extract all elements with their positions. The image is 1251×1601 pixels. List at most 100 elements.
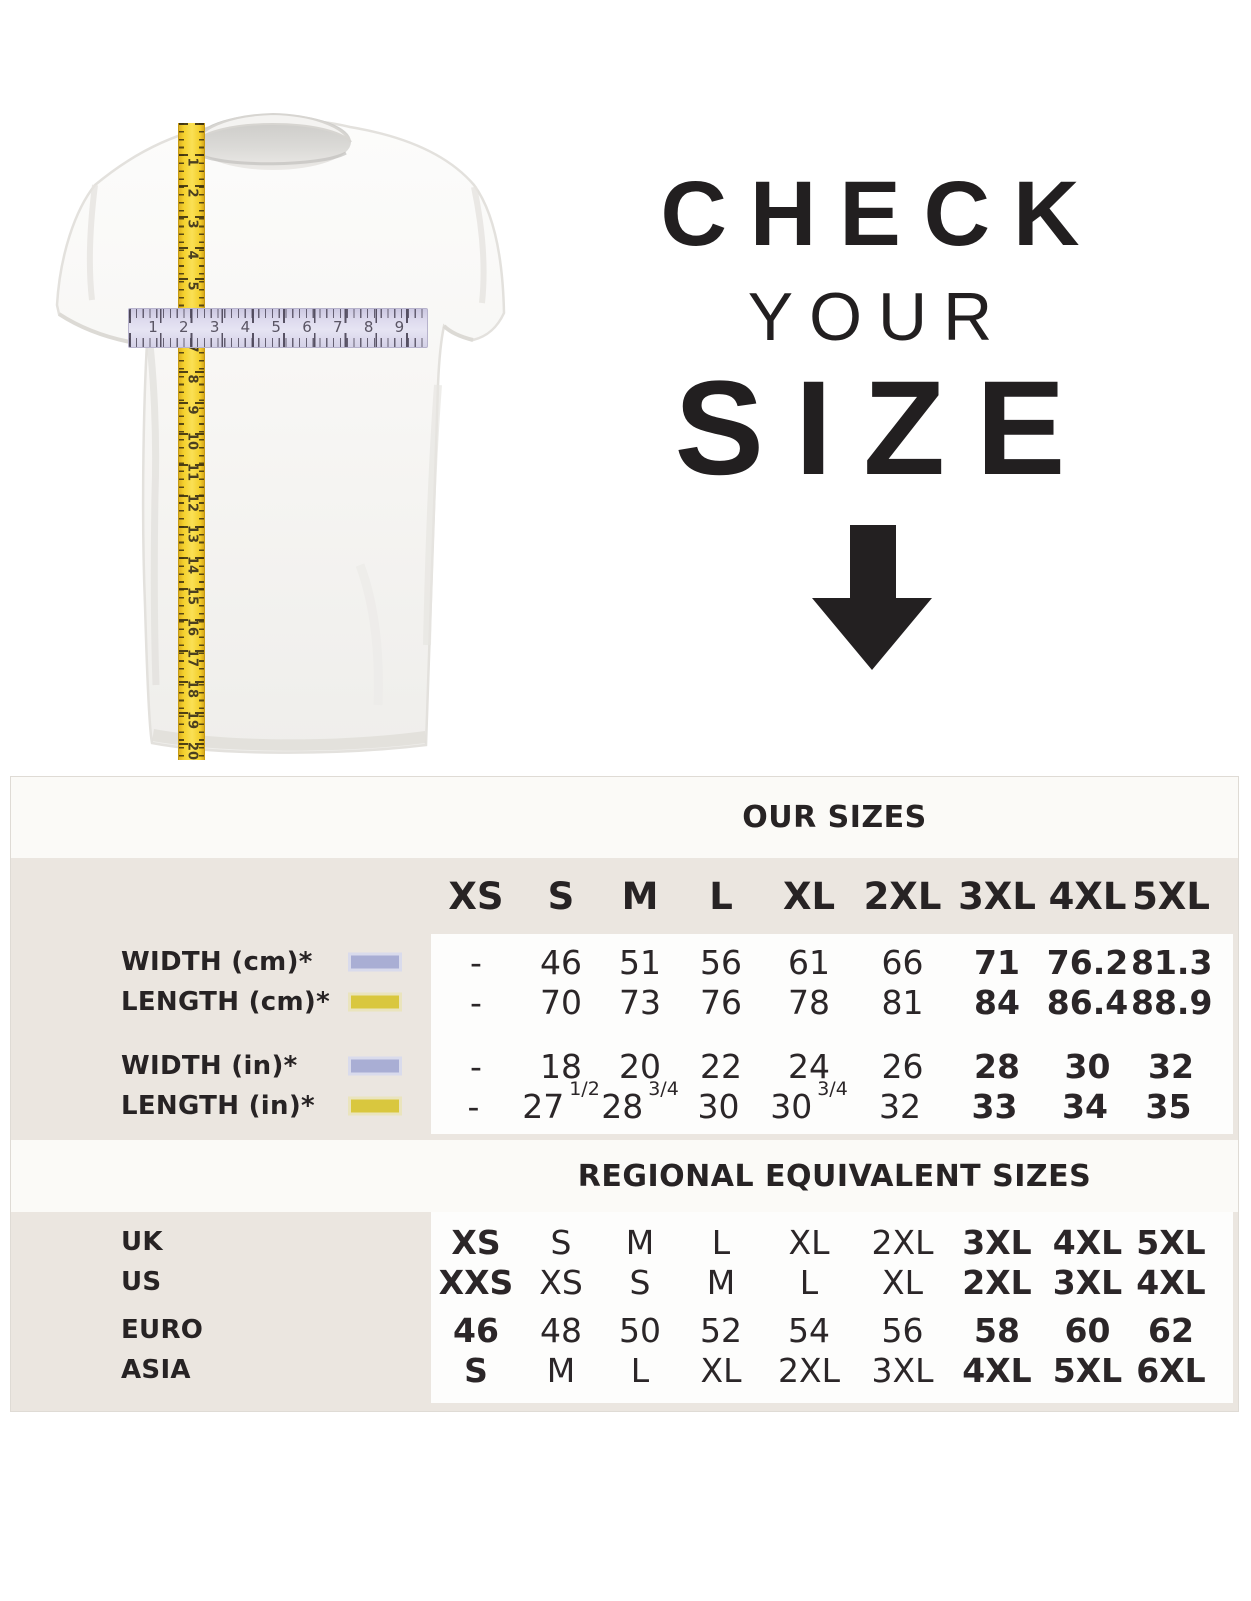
size-cell: 78 bbox=[788, 982, 830, 1022]
size-cell: 24 bbox=[788, 1046, 830, 1086]
size-cell: 2XL bbox=[962, 1262, 1032, 1302]
regional-section: UK XS S M L XL 2XL 3XL 4XL 5XL US XXS XS… bbox=[11, 1212, 1238, 1411]
size-cell: 4XL bbox=[1136, 1262, 1206, 1302]
ruler-number: 7 bbox=[333, 318, 343, 337]
size-column-header: XS bbox=[448, 874, 504, 918]
size-cell: 32 bbox=[1148, 1046, 1194, 1086]
row-label: LENGTH (in)* bbox=[121, 1091, 315, 1121]
size-cell: 3XL bbox=[962, 1222, 1032, 1262]
size-column-header: 5XL bbox=[1132, 874, 1210, 918]
row-label-cell: LENGTH (in)* bbox=[11, 1086, 431, 1126]
size-cell: L bbox=[711, 1222, 731, 1262]
size-cell: 70 bbox=[540, 982, 582, 1022]
tape-number: 20 bbox=[184, 741, 199, 761]
size-cell: L bbox=[799, 1262, 819, 1302]
tape-number: 14 bbox=[184, 555, 199, 575]
size-cell: - bbox=[470, 982, 482, 1022]
row-label-cell: EURO bbox=[11, 1310, 431, 1350]
size-cell: 3XL bbox=[871, 1350, 934, 1390]
size-cell: - bbox=[467, 1086, 480, 1126]
size-cell: 56 bbox=[881, 1310, 924, 1350]
size-cell: 76.2 bbox=[1046, 942, 1129, 982]
size-cell: 18 bbox=[540, 1046, 582, 1086]
tape-number: 10 bbox=[184, 431, 199, 451]
tshirt-photo: 1234567891011121314151617181920 12345678… bbox=[30, 85, 590, 785]
size-cell: 76 bbox=[700, 982, 742, 1022]
size-cell: 5XL bbox=[1052, 1350, 1123, 1390]
size-cell: 22 bbox=[700, 1046, 742, 1086]
size-column-header: S bbox=[547, 874, 575, 918]
tape-number: 9 bbox=[184, 405, 199, 415]
size-cell: 32 bbox=[879, 1086, 921, 1126]
table-row-uk: UK XS S M L XL 2XL 3XL 4XL 5XL bbox=[11, 1222, 1238, 1262]
size-cell: 81.3 bbox=[1131, 942, 1213, 982]
row-label-cell: LENGTH (cm)* bbox=[11, 982, 431, 1022]
tape-number: 12 bbox=[184, 493, 199, 513]
size-cell: M bbox=[546, 1350, 576, 1390]
size-column-header: 2XL bbox=[863, 874, 942, 918]
size-cell: 73 bbox=[619, 982, 661, 1022]
row-label: WIDTH (cm)* bbox=[121, 947, 313, 977]
size-cell: S bbox=[629, 1262, 651, 1302]
hero-heading: CHECK YOUR SIZE bbox=[620, 150, 1120, 690]
table-row-length-cm: LENGTH (cm)* - 70 73 76 78 81 84 86.4 88… bbox=[11, 982, 1238, 1022]
table-row-width-in: WIDTH (in)* - 18 20 22 24 26 28 30 32 bbox=[11, 1046, 1238, 1086]
tape-number: 4 bbox=[184, 250, 199, 260]
width-ruler-swatch bbox=[351, 955, 399, 969]
size-cell: 26 bbox=[881, 1046, 924, 1086]
row-label-cell: ASIA bbox=[11, 1350, 431, 1390]
size-cell: 60 bbox=[1064, 1310, 1111, 1350]
size-cell: 58 bbox=[974, 1310, 1020, 1350]
size-cell: 4XL bbox=[1052, 1222, 1123, 1262]
size-chart-table: OUR SIZES XS S M L XL 2XL 3XL 4XL 5XL WI… bbox=[10, 776, 1239, 1412]
size-cell: S bbox=[464, 1350, 488, 1390]
length-tape-swatch bbox=[351, 995, 399, 1009]
horizontal-ruler: 1 2 3 4 5 6 7 8 9 bbox=[128, 308, 428, 348]
down-arrow-icon bbox=[812, 525, 932, 670]
size-cell: 4XL bbox=[962, 1350, 1032, 1390]
ruler-number: 4 bbox=[240, 318, 251, 337]
row-label-cell: WIDTH (in)* bbox=[11, 1046, 431, 1086]
size-cell: 28 3/4 bbox=[601, 1077, 679, 1126]
size-cell: XL bbox=[882, 1262, 923, 1302]
size-cell: 3XL bbox=[1052, 1262, 1123, 1302]
size-cell: 27 1/2 bbox=[522, 1077, 600, 1126]
size-cell: XS bbox=[539, 1262, 583, 1302]
row-label-cell: UK bbox=[11, 1222, 431, 1262]
ruler-number: 3 bbox=[209, 318, 220, 337]
our-sizes-title: OUR SIZES bbox=[742, 800, 927, 835]
size-cell: 34 bbox=[1062, 1086, 1108, 1126]
size-cell: 6XL bbox=[1136, 1350, 1206, 1390]
regional-sizes-title: REGIONAL EQUIVALENT SIZES bbox=[577, 1158, 1092, 1194]
ruler-number: 5 bbox=[271, 318, 281, 337]
tape-number: 2 bbox=[184, 188, 199, 198]
size-cell: - bbox=[470, 942, 482, 982]
size-cell: 51 bbox=[619, 942, 661, 982]
size-cell: 20 bbox=[619, 1046, 661, 1086]
size-cell: 62 bbox=[1148, 1310, 1194, 1350]
size-header-row: XS S M L XL 2XL 3XL 4XL 5XL bbox=[11, 858, 1238, 934]
row-label: UK bbox=[121, 1227, 163, 1257]
size-cell: 48 bbox=[540, 1310, 582, 1350]
size-column-header: 3XL bbox=[958, 874, 1036, 918]
tape-number: 18 bbox=[184, 679, 199, 699]
size-cell: 86.4 bbox=[1046, 982, 1129, 1022]
row-label: WIDTH (in)* bbox=[121, 1051, 298, 1081]
size-cell: S bbox=[550, 1222, 572, 1262]
ruler-number: 8 bbox=[363, 318, 374, 337]
size-cell: XL bbox=[700, 1350, 742, 1390]
tape-number: 13 bbox=[184, 524, 199, 544]
size-cell: 61 bbox=[788, 942, 830, 982]
size-cell: 84 bbox=[974, 982, 1020, 1022]
tape-number: 15 bbox=[184, 586, 199, 606]
size-cell: 30 bbox=[1064, 1046, 1111, 1086]
row-label: US bbox=[121, 1267, 162, 1297]
size-cell: L bbox=[630, 1350, 650, 1390]
size-cell: 5XL bbox=[1136, 1222, 1206, 1262]
row-label: LENGTH (cm)* bbox=[121, 987, 330, 1017]
size-cell: 81 bbox=[881, 982, 924, 1022]
size-cell: 88.9 bbox=[1131, 982, 1213, 1022]
tape-number: 17 bbox=[184, 648, 199, 668]
size-cell: 30 bbox=[697, 1086, 740, 1126]
